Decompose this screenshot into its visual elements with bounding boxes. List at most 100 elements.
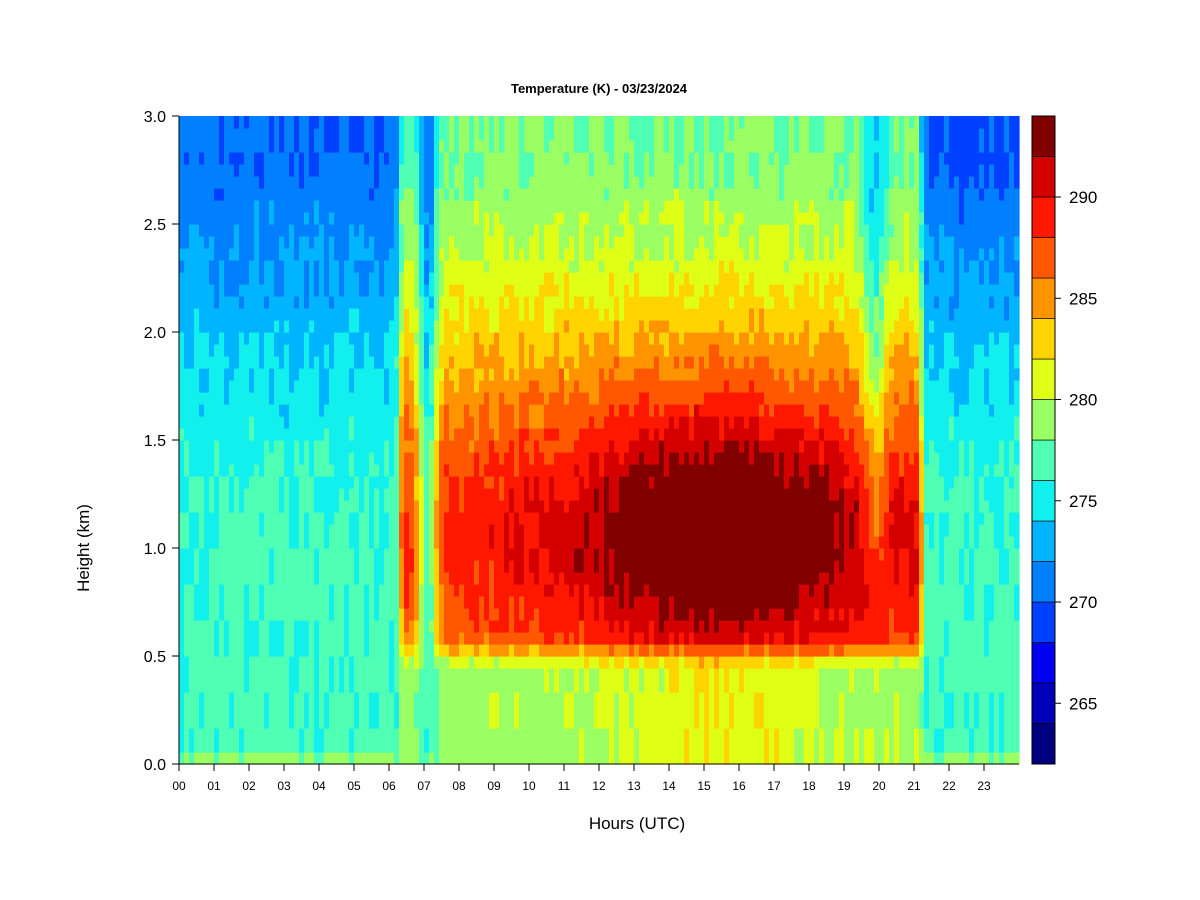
heatmap-cell bbox=[499, 620, 505, 633]
heatmap-cell bbox=[189, 692, 195, 705]
heatmap-cell bbox=[534, 464, 540, 477]
heatmap-cell bbox=[459, 392, 465, 405]
heatmap-cell bbox=[234, 320, 240, 333]
heatmap-cell bbox=[284, 620, 290, 633]
heatmap-cell bbox=[544, 296, 550, 309]
heatmap-cell bbox=[284, 152, 290, 165]
heatmap-cell bbox=[619, 536, 625, 549]
heatmap-cell bbox=[499, 368, 505, 381]
heatmap-cell bbox=[189, 596, 195, 609]
heatmap-cell bbox=[339, 656, 345, 669]
heatmap-cell bbox=[629, 188, 635, 201]
heatmap-cell bbox=[454, 164, 460, 177]
heatmap-cell bbox=[524, 152, 530, 165]
heatmap-cell bbox=[339, 692, 345, 705]
heatmap-cell bbox=[284, 260, 290, 273]
heatmap-cell bbox=[304, 140, 310, 153]
heatmap-cell bbox=[219, 740, 225, 753]
heatmap-cell bbox=[214, 152, 220, 165]
heatmap-cell bbox=[204, 740, 210, 753]
heatmap-cell bbox=[409, 500, 415, 513]
heatmap-cell bbox=[479, 428, 485, 441]
heatmap-cell bbox=[454, 452, 460, 465]
heatmap-cell bbox=[294, 692, 300, 705]
heatmap-cell bbox=[374, 320, 380, 333]
heatmap-cell bbox=[514, 272, 520, 285]
heatmap-cell bbox=[489, 680, 495, 693]
heatmap-cell bbox=[479, 572, 485, 585]
heatmap-cell bbox=[529, 140, 535, 153]
heatmap-cell bbox=[544, 332, 550, 345]
heatmap-cell bbox=[619, 284, 625, 297]
heatmap-cell bbox=[469, 344, 475, 357]
heatmap-cell bbox=[589, 248, 595, 261]
heatmap-cell bbox=[399, 548, 405, 561]
heatmap-cell bbox=[344, 128, 350, 141]
heatmap-cell bbox=[384, 476, 390, 489]
heatmap-cell bbox=[379, 248, 385, 261]
heatmap-cell bbox=[614, 536, 620, 549]
heatmap-cell bbox=[634, 152, 640, 165]
heatmap-cell bbox=[414, 236, 420, 249]
heatmap-cell bbox=[519, 260, 525, 273]
heatmap-cell bbox=[204, 296, 210, 309]
heatmap-cell bbox=[599, 668, 605, 681]
heatmap-cell bbox=[374, 344, 380, 357]
heatmap-cell bbox=[399, 572, 405, 585]
heatmap-cell bbox=[244, 416, 250, 429]
heatmap-cell bbox=[279, 332, 285, 345]
heatmap-cell bbox=[324, 464, 330, 477]
heatmap-cell bbox=[179, 164, 185, 177]
heatmap-cell bbox=[234, 176, 240, 189]
heatmap-cell bbox=[604, 596, 610, 609]
heatmap-cell bbox=[429, 656, 435, 669]
heatmap-cell bbox=[459, 728, 465, 741]
heatmap-cell bbox=[394, 392, 400, 405]
heatmap-cell bbox=[614, 488, 620, 501]
heatmap-cell bbox=[344, 572, 350, 585]
heatmap-cell bbox=[449, 380, 455, 393]
heatmap-cell bbox=[334, 368, 340, 381]
heatmap-cell bbox=[339, 464, 345, 477]
heatmap-cell bbox=[269, 356, 275, 369]
heatmap-cell bbox=[529, 740, 535, 753]
heatmap-cell bbox=[429, 260, 435, 273]
heatmap-cell bbox=[519, 320, 525, 333]
heatmap-cell bbox=[569, 188, 575, 201]
heatmap-cell bbox=[384, 176, 390, 189]
heatmap-cell bbox=[379, 188, 385, 201]
heatmap-cell bbox=[464, 236, 470, 249]
heatmap-cell bbox=[324, 236, 330, 249]
heatmap-cell bbox=[304, 284, 310, 297]
heatmap-cell bbox=[354, 536, 360, 549]
heatmap-cell bbox=[629, 284, 635, 297]
heatmap-cell bbox=[429, 272, 435, 285]
heatmap-cell bbox=[199, 152, 205, 165]
heatmap-cell bbox=[604, 296, 610, 309]
heatmap-cell bbox=[284, 140, 290, 153]
heatmap-cell bbox=[359, 668, 365, 681]
heatmap-cell bbox=[369, 296, 375, 309]
heatmap-cell bbox=[414, 284, 420, 297]
heatmap-cell bbox=[559, 368, 565, 381]
heatmap-cell bbox=[254, 572, 260, 585]
heatmap-cell bbox=[559, 668, 565, 681]
heatmap-cell bbox=[569, 704, 575, 717]
heatmap-cell bbox=[199, 212, 205, 225]
heatmap-cell bbox=[374, 380, 380, 393]
heatmap-cell bbox=[344, 272, 350, 285]
heatmap-cell bbox=[529, 248, 535, 261]
heatmap-cell bbox=[544, 644, 550, 657]
heatmap-cell bbox=[584, 284, 590, 297]
heatmap-cell bbox=[424, 680, 430, 693]
heatmap-cell bbox=[334, 632, 340, 645]
heatmap-cell bbox=[374, 704, 380, 717]
heatmap-cell bbox=[199, 296, 205, 309]
heatmap-cell bbox=[299, 584, 305, 597]
heatmap-cell bbox=[459, 320, 465, 333]
heatmap-cell bbox=[569, 248, 575, 261]
heatmap-cell bbox=[219, 140, 225, 153]
heatmap-cell bbox=[569, 356, 575, 369]
heatmap-cell bbox=[379, 632, 385, 645]
heatmap-cell bbox=[419, 140, 425, 153]
